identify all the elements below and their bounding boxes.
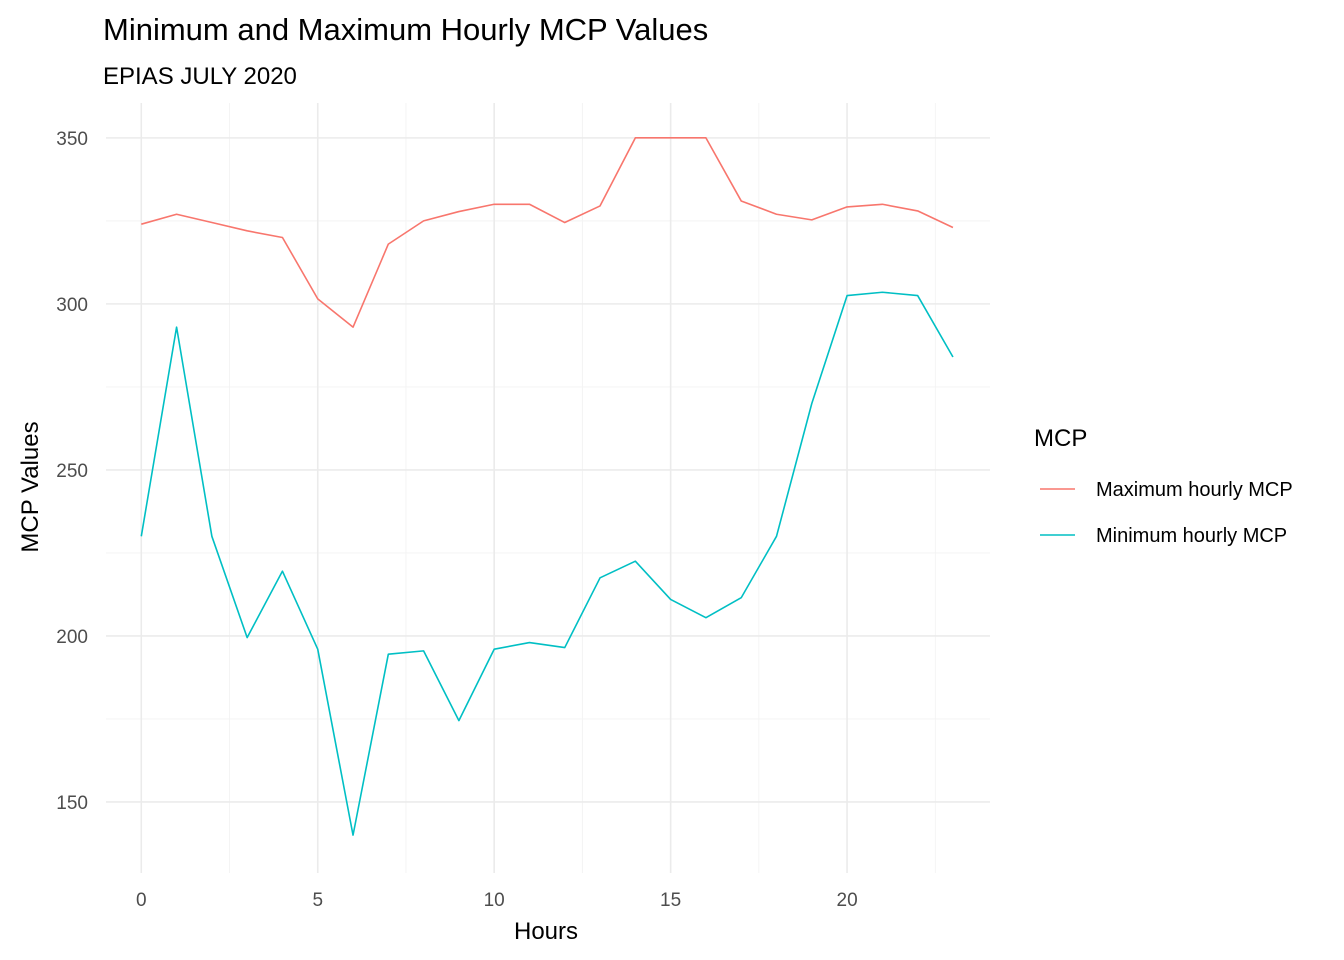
x-tick-label: 15 [660, 890, 681, 911]
legend-label-maximum: Maximum hourly MCP [1096, 479, 1293, 501]
y-tick-label: 200 [56, 627, 88, 648]
x-tick-label: 0 [136, 890, 147, 911]
y-tick-label: 150 [56, 793, 88, 814]
series-lines [140, 137, 954, 836]
plot-grid [106, 103, 990, 873]
legend-title: MCP [1034, 425, 1087, 452]
series-line-minimum [140, 291, 954, 836]
x-tick-label: 5 [312, 890, 323, 911]
y-axis-title: MCP Values [17, 421, 44, 552]
series-line-maximum [141, 137, 954, 328]
x-tick-label: 10 [484, 890, 505, 911]
y-axis-ticks: 150 200 250 300 350 [56, 129, 88, 814]
chart-title: Minimum and Maximum Hourly MCP Values [103, 12, 708, 47]
y-tick-label: 250 [56, 461, 88, 482]
chart-subtitle: EPIAS JULY 2020 [103, 63, 297, 90]
y-tick-label: 350 [56, 129, 88, 150]
legend: MCP Maximum hourly MCP Minimum hourly MCP [1034, 425, 1293, 547]
y-tick-label: 300 [56, 295, 88, 316]
legend-label-minimum: Minimum hourly MCP [1096, 525, 1287, 547]
x-tick-label: 20 [837, 890, 858, 911]
x-axis-title: Hours [514, 918, 578, 945]
x-axis-ticks: 0 5 10 15 20 [136, 890, 858, 911]
